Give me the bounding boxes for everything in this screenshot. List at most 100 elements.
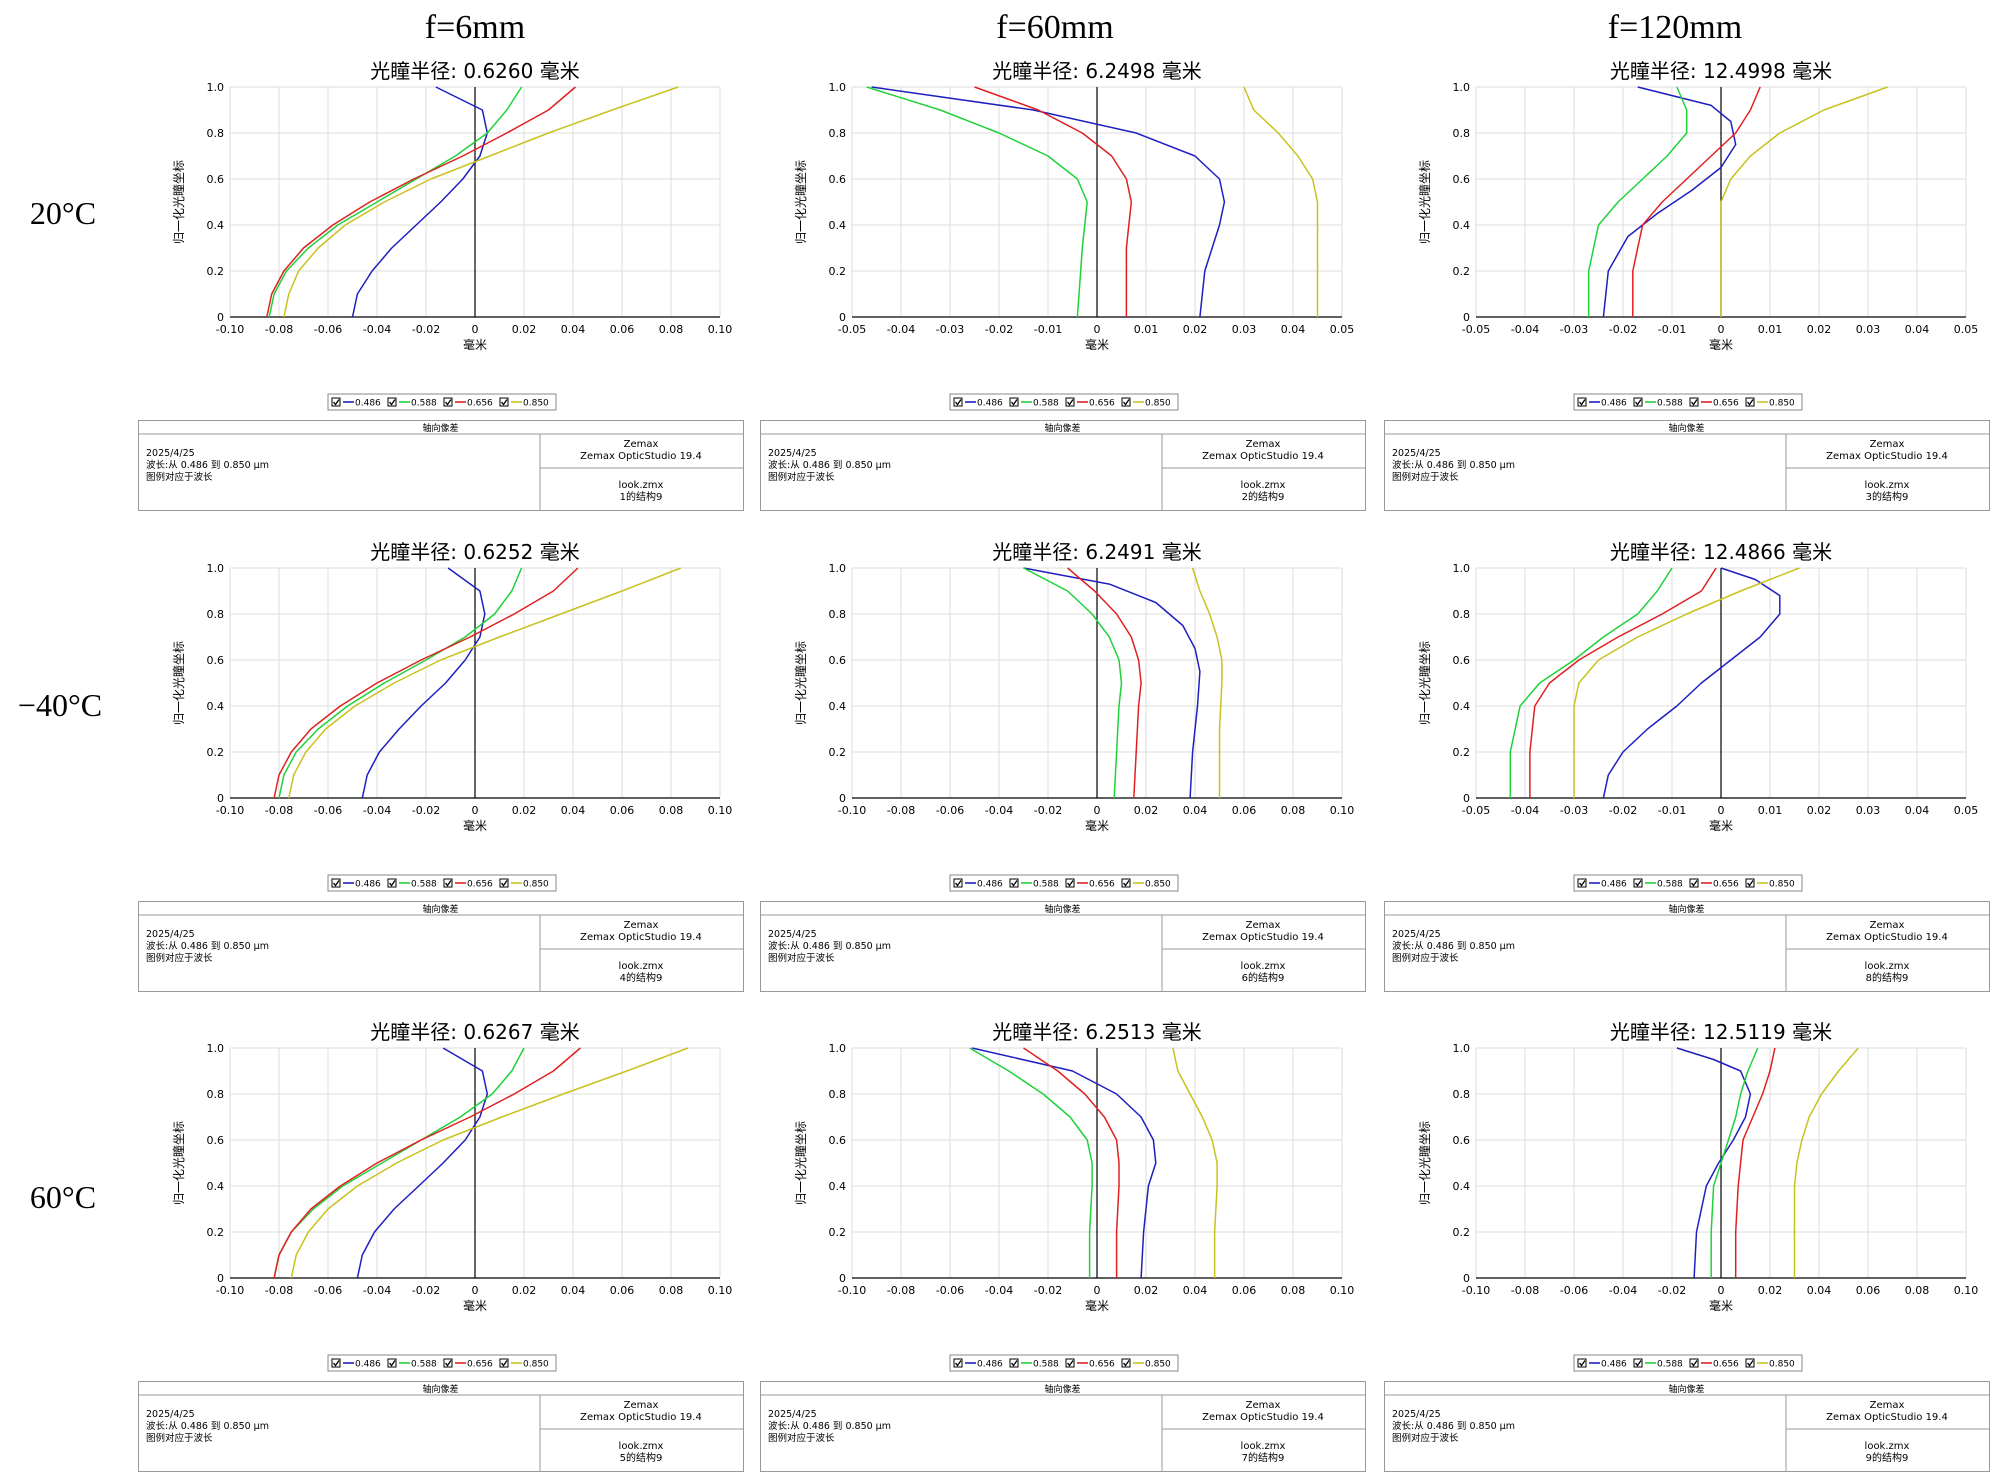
x-tick-label: 0 xyxy=(472,323,479,336)
x-tick-label: -0.10 xyxy=(216,323,244,336)
y-axis-label: 归一化光瞳坐标 xyxy=(1417,160,1432,244)
series-line-0.588 xyxy=(1023,567,1123,799)
info-config: 5的结构9 xyxy=(620,1451,663,1464)
x-tick-label: 0.10 xyxy=(708,804,733,817)
info-title: 轴向像差 xyxy=(1668,422,1704,434)
y-tick-label: 1.0 xyxy=(829,562,847,575)
series-line-0.656 xyxy=(1529,567,1717,798)
series-line-0.486 xyxy=(871,86,1226,318)
legend-label: 0.588 xyxy=(1657,399,1683,409)
legend-label: 0.850 xyxy=(1145,880,1171,890)
x-tick-label: 0.01 xyxy=(1134,323,1159,336)
checkmark-icon xyxy=(1010,880,1018,887)
info-date: 2025/4/25 xyxy=(768,448,817,459)
legend-label: 0.656 xyxy=(467,399,493,409)
legend-checkbox xyxy=(331,878,341,888)
x-tick-label: 0.08 xyxy=(1281,804,1306,817)
checkmark-icon xyxy=(1578,880,1586,887)
series-line-0.656 xyxy=(1067,567,1142,799)
info-software: Zemax OpticStudio 19.4 xyxy=(580,932,702,943)
checkmark-icon xyxy=(1010,399,1018,406)
series-line-0.486 xyxy=(1602,567,1781,799)
x-tick-label: 0.02 xyxy=(1758,1284,1783,1297)
x-tick-label: 0.03 xyxy=(1856,323,1881,336)
legend-checkbox xyxy=(499,878,509,888)
x-tick-label: 0 xyxy=(1718,1284,1725,1297)
legend-checkbox xyxy=(1633,878,1643,888)
legend-box xyxy=(1573,393,1803,411)
row-header-60c: 60°C xyxy=(29,1179,97,1215)
legend-checkbox xyxy=(1121,878,1131,888)
checkmark-icon xyxy=(1010,1360,1018,1367)
y-tick-label: 0.6 xyxy=(1453,173,1471,186)
info-legend-note: 图例对应于波长 xyxy=(1392,1432,1459,1444)
series-line-0.486 xyxy=(971,1047,1157,1279)
y-tick-label: 0.8 xyxy=(207,127,225,140)
y-tick-label: 0.8 xyxy=(829,127,847,140)
info-title: 轴向像差 xyxy=(422,422,458,434)
x-tick-label: -0.02 xyxy=(1609,323,1637,336)
x-tick-label: -0.02 xyxy=(412,1284,440,1297)
info-date: 2025/4/25 xyxy=(1392,1409,1441,1420)
x-tick-label: 0 xyxy=(472,1284,479,1297)
legend-checkbox xyxy=(1065,1358,1075,1368)
x-tick-label: -0.04 xyxy=(985,1284,1013,1297)
x-tick-label: -0.02 xyxy=(412,804,440,817)
legend-checkbox xyxy=(1121,397,1131,407)
aberration-panel-1: 光瞳半径: 0.6260 毫米 -0.10 -0.08 -0.06 -0.04 -0.02… xyxy=(138,59,744,511)
x-tick-label: 0.08 xyxy=(659,323,684,336)
x-tick-label: -0.08 xyxy=(887,1284,915,1297)
info-file: look.zmx xyxy=(619,480,664,491)
x-tick-label: -0.06 xyxy=(936,804,964,817)
legend-box xyxy=(949,874,1179,892)
info-software: Zemax OpticStudio 19.4 xyxy=(1826,1412,1948,1423)
info-wavelength: 波长:从 0.486 到 0.850 µm xyxy=(1392,459,1515,471)
info-legend-note: 图例对应于波长 xyxy=(768,952,835,964)
checkmark-icon xyxy=(332,880,340,887)
series-line-0.656 xyxy=(974,86,1133,317)
x-tick-label: 0.10 xyxy=(708,323,733,336)
legend-checkbox xyxy=(1065,878,1075,888)
x-tick-label: -0.04 xyxy=(985,804,1013,817)
y-tick-label: 0.2 xyxy=(207,746,225,759)
y-tick-label: 0.4 xyxy=(1453,700,1471,713)
info-box xyxy=(760,420,1366,511)
info-date: 2025/4/25 xyxy=(768,1409,817,1420)
legend-checkbox xyxy=(499,1358,509,1368)
checkmark-icon xyxy=(954,880,962,887)
info-title: 轴向像差 xyxy=(1044,903,1080,915)
info-file: look.zmx xyxy=(1865,961,1910,972)
x-tick-label: 0.02 xyxy=(512,804,537,817)
legend-label: 0.486 xyxy=(977,1360,1003,1370)
x-tick-label: 0.04 xyxy=(1183,1284,1208,1297)
chart-title: 光瞳半径: 0.6260 毫米 xyxy=(370,59,579,83)
x-tick-label: -0.04 xyxy=(1511,804,1539,817)
x-tick-label: 0.10 xyxy=(708,1284,733,1297)
y-axis-label: 归一化光瞳坐标 xyxy=(171,1121,186,1205)
y-tick-label: 0.8 xyxy=(1453,127,1471,140)
legend-checkbox xyxy=(443,1358,453,1368)
info-wavelength: 波长:从 0.486 到 0.850 µm xyxy=(768,940,891,952)
x-tick-label: -0.05 xyxy=(1462,323,1490,336)
info-software: Zemax OpticStudio 19.4 xyxy=(1826,932,1948,943)
x-tick-label: 0.04 xyxy=(561,323,586,336)
info-legend-note: 图例对应于波长 xyxy=(146,471,213,483)
y-axis-label: 归一化光瞳坐标 xyxy=(793,641,808,725)
info-wavelength: 波长:从 0.486 到 0.850 µm xyxy=(146,459,269,471)
checkmark-icon xyxy=(1746,1360,1754,1367)
x-tick-label: 0.02 xyxy=(512,1284,537,1297)
legend-checkbox xyxy=(1577,1358,1587,1368)
info-box xyxy=(138,420,744,511)
legend-checkbox xyxy=(1633,397,1643,407)
x-tick-label: -0.05 xyxy=(1462,804,1490,817)
legend-box xyxy=(1573,874,1803,892)
y-tick-label: 1.0 xyxy=(207,81,225,94)
legend-label: 0.588 xyxy=(1657,1360,1683,1370)
x-axis-label: 毫米 xyxy=(463,337,487,352)
info-title: 轴向像差 xyxy=(1044,1383,1080,1395)
y-tick-label: 0.8 xyxy=(1453,1088,1471,1101)
x-tick-label: 0.04 xyxy=(1905,323,1930,336)
x-tick-label: -0.10 xyxy=(216,804,244,817)
legend-label: 0.486 xyxy=(977,399,1003,409)
